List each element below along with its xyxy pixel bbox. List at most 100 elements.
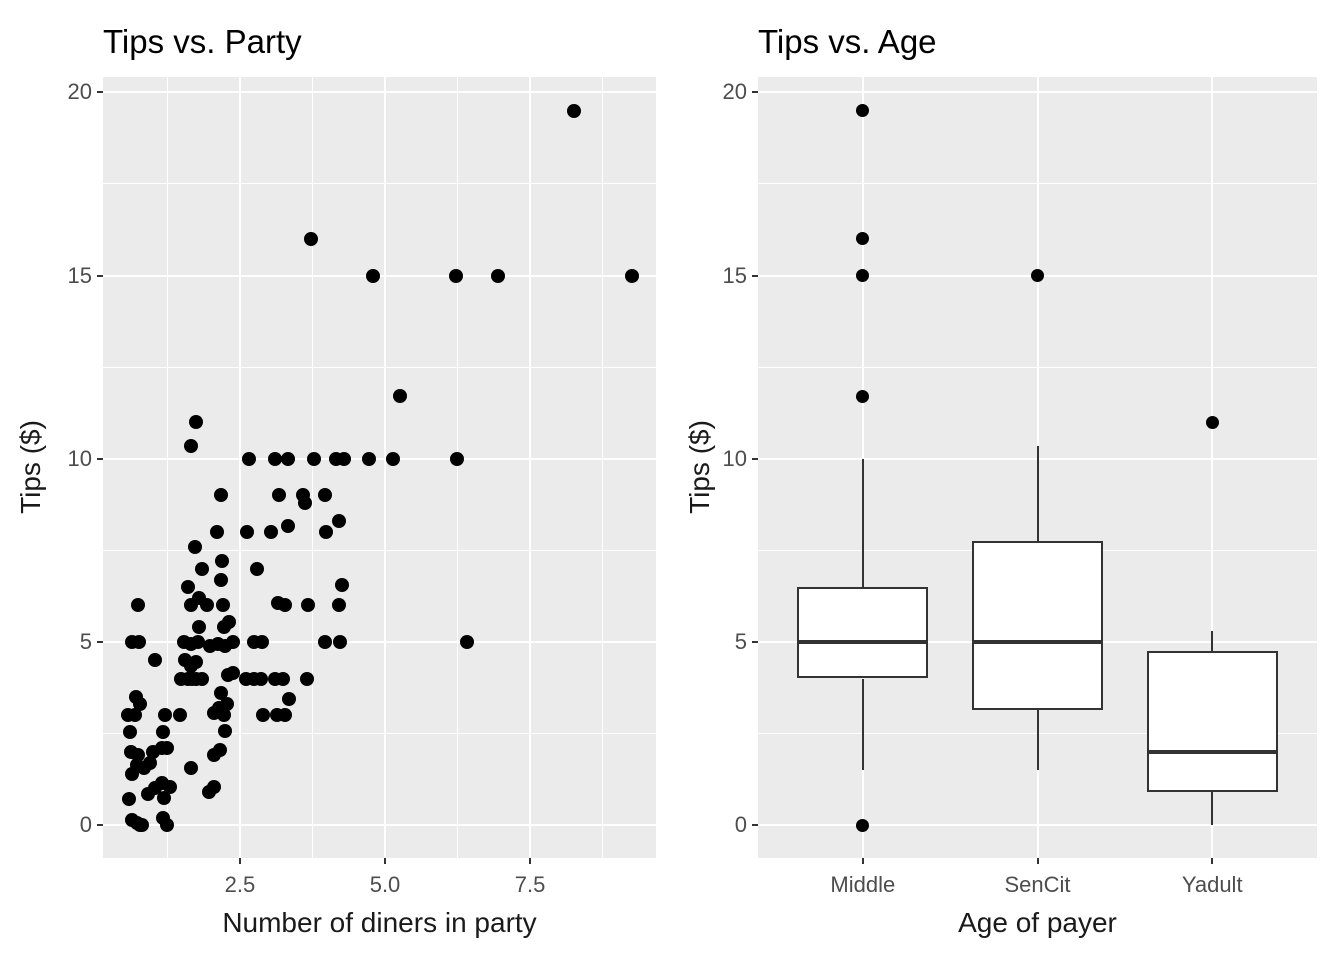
plot-title: Tips vs. Party bbox=[103, 23, 302, 60]
data-point bbox=[143, 755, 157, 770]
data-point bbox=[335, 578, 350, 593]
data-point bbox=[191, 634, 206, 649]
data-point bbox=[180, 579, 195, 594]
box-iqr bbox=[971, 541, 1103, 710]
data-point bbox=[214, 488, 229, 503]
x-axis-title: Age of payer bbox=[958, 907, 1117, 938]
data-point bbox=[318, 524, 333, 539]
outlier-point bbox=[856, 818, 870, 832]
data-point bbox=[131, 634, 146, 649]
data-point bbox=[212, 742, 227, 757]
data-point bbox=[301, 598, 316, 613]
data-point bbox=[219, 697, 234, 712]
data-point bbox=[331, 598, 346, 613]
data-point bbox=[448, 268, 463, 283]
data-point bbox=[135, 818, 150, 833]
data-point bbox=[125, 766, 139, 781]
data-point bbox=[256, 708, 271, 723]
y-tick-mark bbox=[752, 91, 758, 94]
boxplot-tips-vs-age: Tips vs. Age Tips ($) Age of payer 0 5 10 1… bbox=[672, 0, 1344, 960]
data-point bbox=[277, 708, 292, 723]
data-point bbox=[122, 792, 137, 807]
data-point bbox=[217, 708, 232, 723]
box-iqr bbox=[797, 586, 929, 679]
y-tick-label: 15 bbox=[722, 262, 747, 288]
data-point bbox=[277, 598, 292, 613]
y-tick-label: 10 bbox=[722, 445, 747, 471]
data-point bbox=[303, 231, 318, 246]
median-line bbox=[1146, 749, 1278, 754]
data-point bbox=[214, 554, 229, 569]
data-point bbox=[188, 415, 203, 430]
y-tick-mark bbox=[752, 274, 758, 277]
y-tick-label: 0 bbox=[734, 812, 747, 838]
y-tick-mark bbox=[97, 824, 103, 827]
gridline-minor-h bbox=[103, 549, 656, 551]
outlier-point bbox=[856, 104, 870, 118]
gridline-minor-v bbox=[602, 77, 604, 858]
data-point bbox=[213, 686, 228, 701]
gridline-minor-h bbox=[103, 732, 656, 734]
box-iqr bbox=[1146, 651, 1278, 793]
x-tick-mark bbox=[1036, 858, 1039, 864]
y-tick-label: 20 bbox=[722, 79, 747, 105]
data-point bbox=[156, 724, 171, 739]
gridline-major-v bbox=[384, 77, 386, 858]
gridline-major-v bbox=[1211, 77, 1214, 858]
data-point bbox=[336, 451, 351, 466]
scatter-plot-tips-vs-party: Tips vs. Party Tips ($) Number of diners… bbox=[15, 23, 656, 938]
data-point bbox=[159, 818, 174, 833]
data-point bbox=[214, 572, 229, 587]
lower-whisker bbox=[861, 678, 864, 771]
median-line bbox=[971, 639, 1103, 644]
data-point bbox=[194, 561, 209, 576]
y-tick-label: 20 bbox=[67, 79, 92, 105]
gridline-minor-h bbox=[103, 183, 656, 185]
data-point bbox=[162, 779, 177, 794]
data-point bbox=[250, 561, 265, 576]
data-point bbox=[254, 634, 269, 649]
data-point bbox=[189, 655, 204, 670]
plot-title: Tips vs. Age bbox=[758, 23, 937, 60]
y-tick-label: 15 bbox=[67, 262, 92, 288]
data-point bbox=[268, 451, 283, 466]
y-tick-mark bbox=[97, 640, 103, 643]
data-point bbox=[123, 724, 138, 739]
y-tick-mark bbox=[97, 91, 103, 94]
x-tick-mark bbox=[238, 858, 241, 864]
y-tick-label: 0 bbox=[79, 812, 92, 838]
outlier-point bbox=[1031, 269, 1044, 283]
y-tick-mark bbox=[752, 640, 758, 643]
data-point bbox=[210, 524, 225, 539]
data-point bbox=[317, 634, 332, 649]
y-tick-label: 5 bbox=[734, 628, 747, 654]
outlier-point bbox=[856, 389, 870, 403]
gridline-major-h bbox=[103, 640, 656, 643]
gridline-major-h bbox=[103, 457, 656, 460]
gridline-minor-h bbox=[103, 366, 656, 368]
data-point bbox=[332, 634, 347, 649]
data-point bbox=[566, 103, 581, 118]
upper-whisker bbox=[1036, 445, 1039, 542]
data-point bbox=[624, 268, 639, 283]
y-tick-mark bbox=[752, 457, 758, 460]
data-point bbox=[207, 779, 222, 794]
gridline-minor-v bbox=[457, 77, 459, 858]
data-point bbox=[127, 708, 142, 723]
boxplot-panel bbox=[758, 77, 1317, 858]
gridline-minor-v bbox=[311, 77, 313, 858]
data-point bbox=[222, 614, 237, 629]
data-point bbox=[215, 598, 230, 613]
data-point bbox=[160, 741, 175, 756]
data-point bbox=[449, 451, 464, 466]
data-point bbox=[281, 451, 296, 466]
data-point bbox=[199, 598, 214, 613]
x-tick-mark bbox=[1211, 858, 1214, 864]
data-point bbox=[147, 653, 162, 668]
x-tick-label: SenCit bbox=[1004, 872, 1071, 897]
data-point bbox=[195, 671, 210, 686]
data-point bbox=[281, 691, 296, 706]
data-point bbox=[187, 539, 202, 554]
data-point bbox=[225, 634, 240, 649]
x-tick-mark bbox=[861, 858, 864, 864]
